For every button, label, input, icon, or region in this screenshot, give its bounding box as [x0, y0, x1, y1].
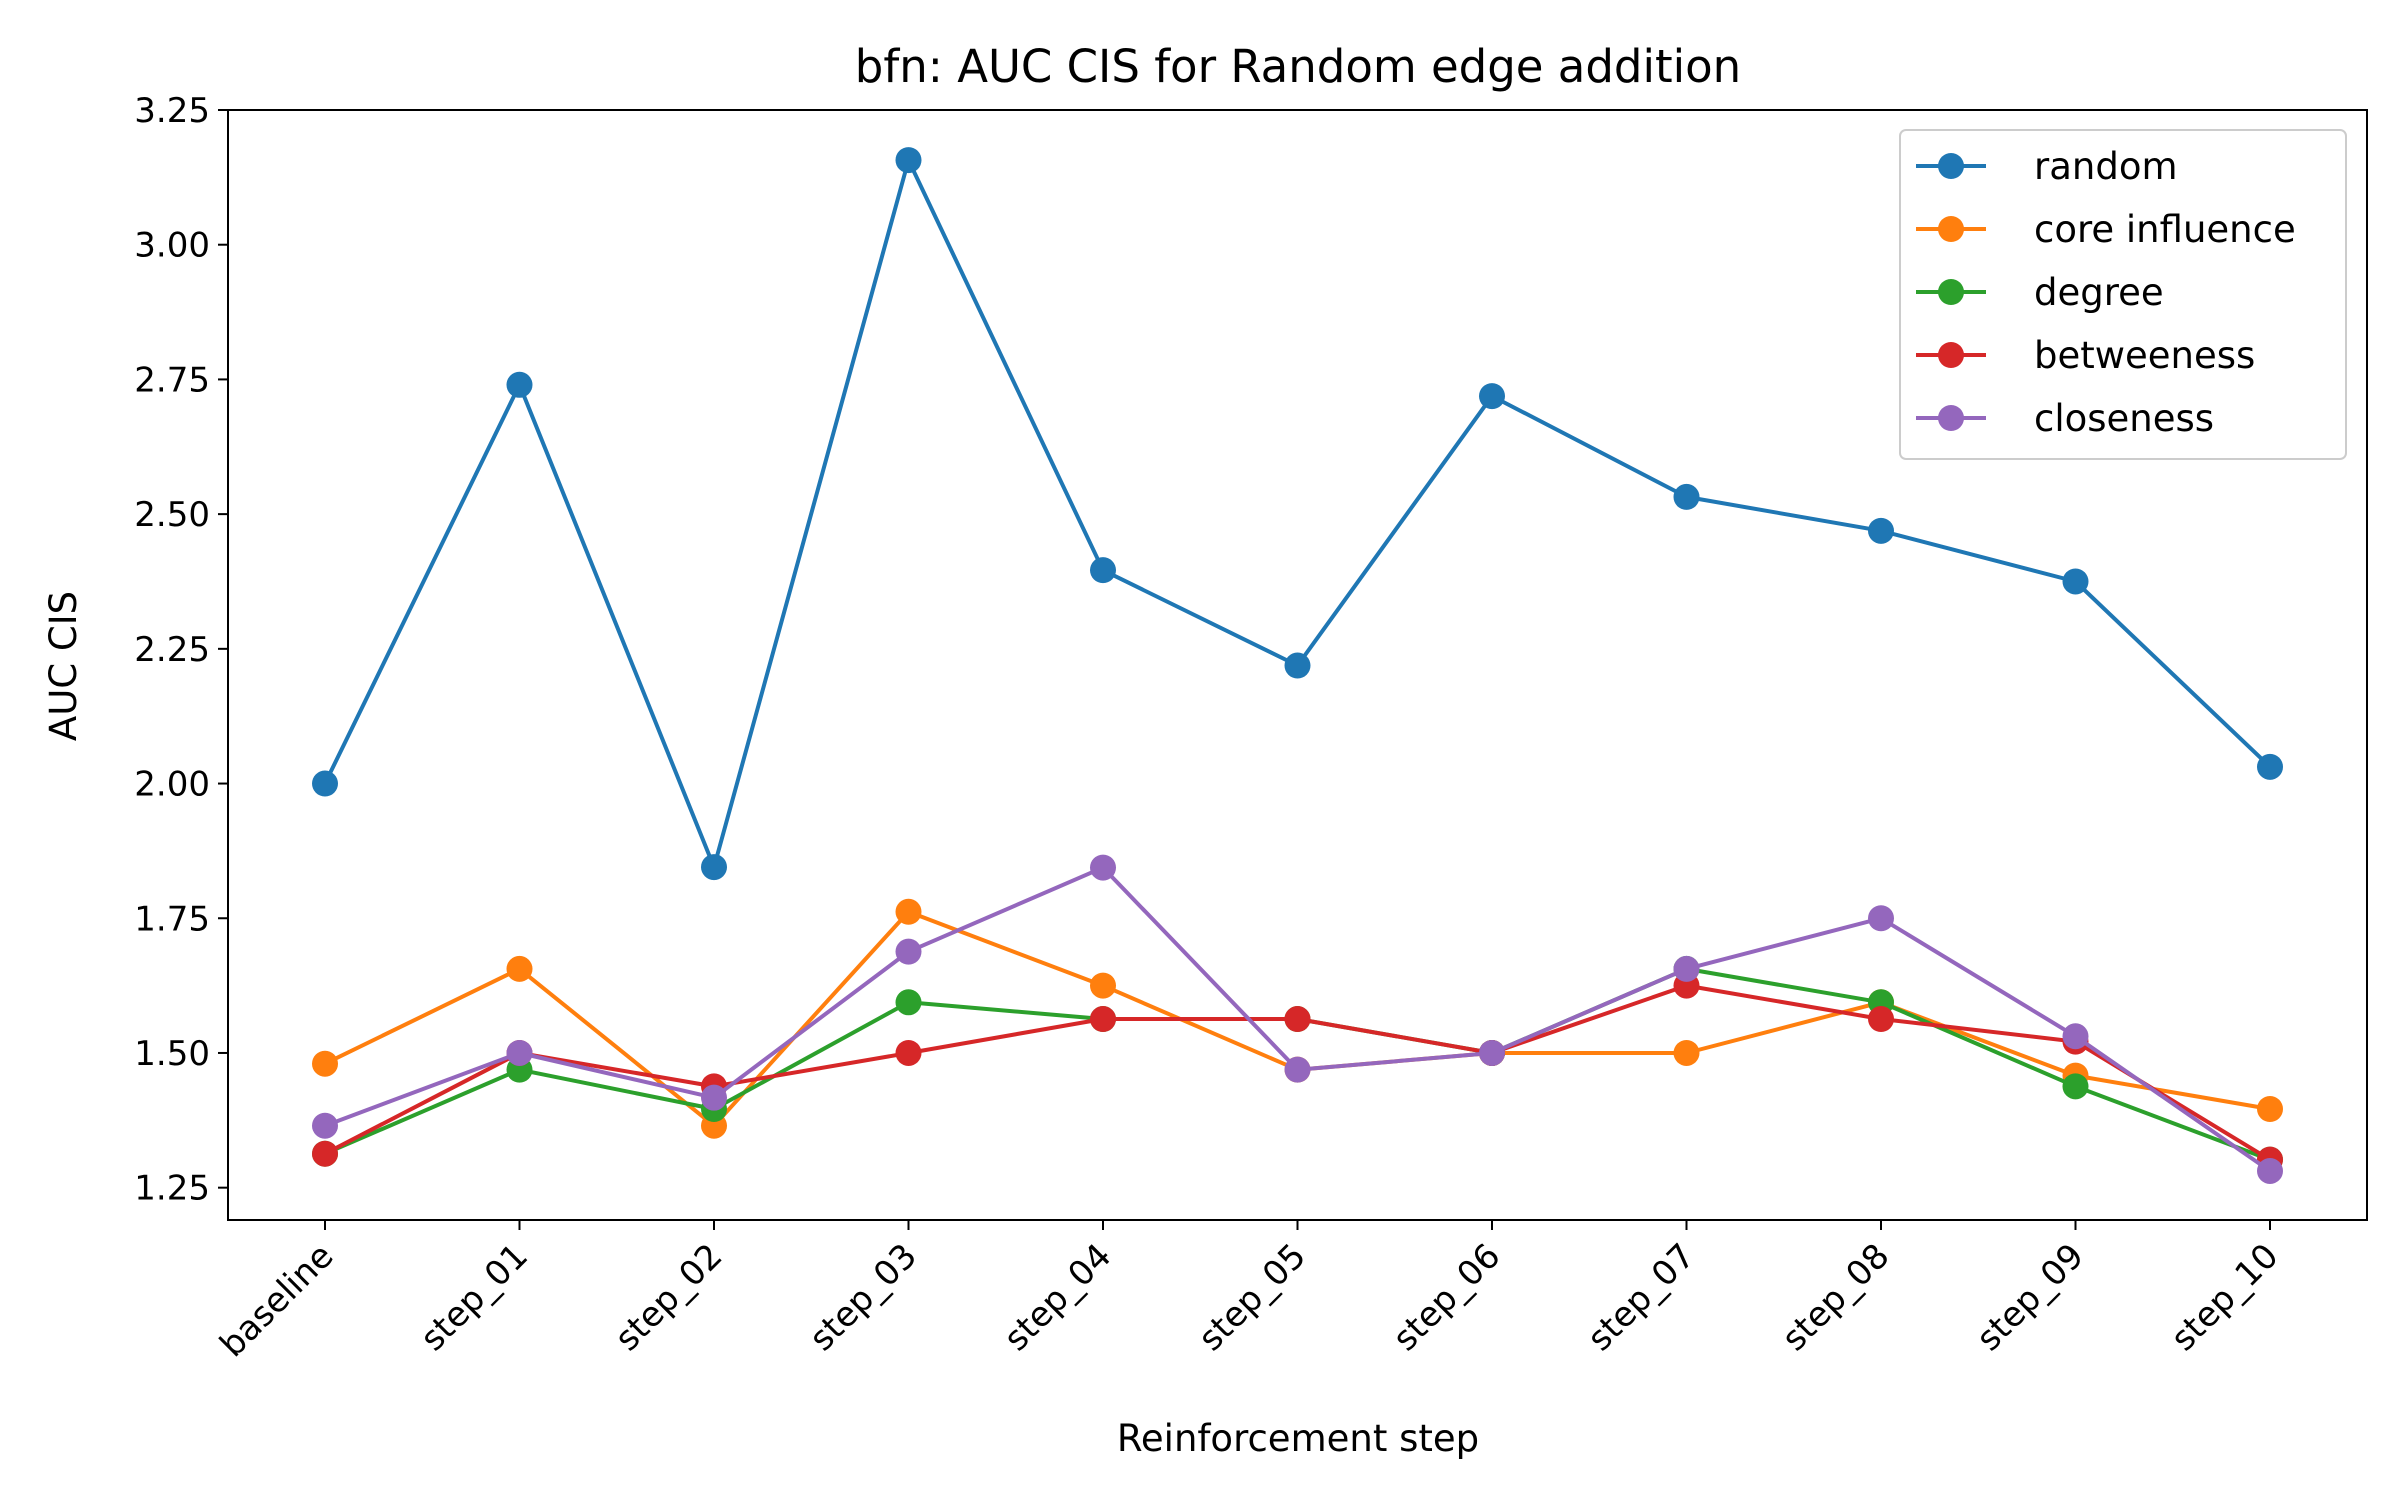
- legend-label: closeness: [2034, 397, 2214, 440]
- legend-swatch-marker: [1938, 342, 1964, 368]
- legend-swatch-marker: [1938, 216, 1964, 242]
- data-point: [506, 371, 533, 398]
- data-point: [1090, 972, 1116, 999]
- legend: random core influence degree betweeness clos…: [1899, 129, 2347, 460]
- data-point: [701, 854, 727, 881]
- data-point: [2257, 1157, 2283, 1184]
- data-point: [895, 898, 922, 925]
- data-point: [2062, 1023, 2089, 1050]
- data-point: [506, 1039, 533, 1066]
- legend-label: betweeness: [2034, 334, 2255, 377]
- y-tick-label: 1.75: [134, 899, 210, 939]
- data-point: [312, 1112, 338, 1139]
- data-point: [1284, 1056, 1311, 1083]
- data-point: [1090, 557, 1116, 584]
- chart-title: bfn: AUC CIS for Random edge addition: [855, 40, 1741, 93]
- data-point: [2062, 1073, 2089, 1100]
- data-point: [1090, 1006, 1116, 1033]
- y-tick-label: 2.50: [134, 495, 210, 535]
- data-point: [1284, 652, 1311, 679]
- legend-swatch-marker: [1938, 153, 1964, 179]
- y-tick-label: 1.25: [134, 1169, 210, 1209]
- data-point: [1868, 1006, 1894, 1033]
- data-point: [1479, 383, 1505, 410]
- y-tick-label: 1.50: [134, 1034, 210, 1074]
- data-point: [2062, 568, 2089, 595]
- legend-label: core influence: [2034, 208, 2296, 251]
- data-point: [895, 147, 922, 174]
- data-point: [1673, 1039, 1700, 1066]
- data-point: [895, 989, 922, 1016]
- legend-box: [1899, 129, 2347, 460]
- legend-swatch-marker: [1938, 405, 1964, 431]
- data-point: [1090, 854, 1116, 881]
- data-point: [1673, 483, 1700, 510]
- data-point: [1284, 1006, 1311, 1033]
- data-point: [1868, 905, 1894, 932]
- legend-swatch-marker: [1938, 279, 1964, 305]
- data-point: [312, 770, 338, 797]
- data-point: [506, 955, 533, 982]
- legend-label: random: [2034, 145, 2178, 188]
- y-tick-label: 2.25: [134, 630, 210, 670]
- data-point: [2257, 753, 2283, 780]
- x-axis-label: Reinforcement step: [1117, 1417, 1479, 1460]
- data-point: [312, 1140, 338, 1167]
- y-tick-label: 3.25: [134, 91, 210, 131]
- y-tick-label: 2.00: [134, 765, 210, 805]
- data-point: [895, 938, 922, 965]
- y-tick-label: 3.00: [134, 226, 210, 266]
- data-point: [312, 1050, 338, 1077]
- data-point: [701, 1084, 727, 1111]
- y-axis-label: AUC CIS: [42, 591, 85, 741]
- data-point: [895, 1039, 922, 1066]
- y-tick-label: 2.75: [134, 360, 210, 400]
- data-point: [1479, 1039, 1505, 1066]
- legend-label: degree: [2034, 271, 2164, 314]
- data-point: [1673, 955, 1700, 982]
- data-point: [1868, 517, 1894, 544]
- data-point: [2257, 1096, 2283, 1122]
